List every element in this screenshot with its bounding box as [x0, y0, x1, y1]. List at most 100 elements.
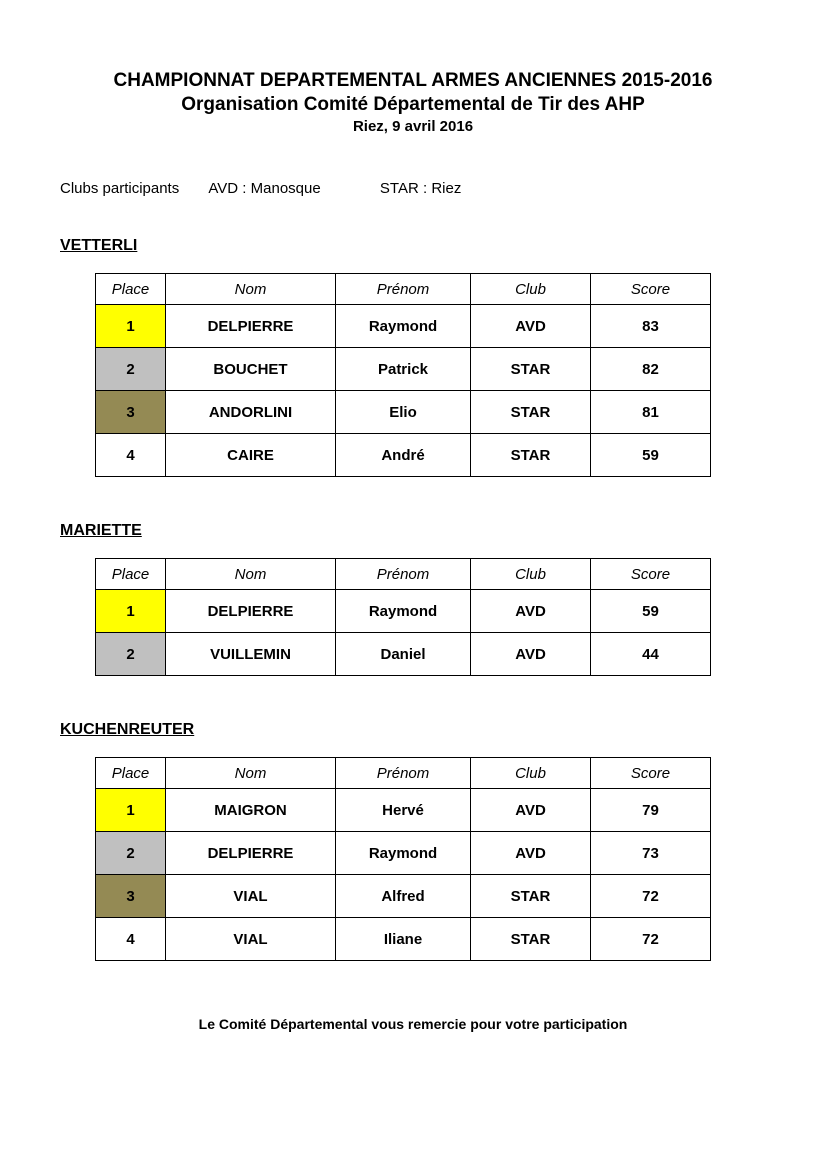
cell-place: 2 — [96, 348, 166, 391]
cell-prenom: Raymond — [336, 305, 471, 348]
cell-nom: DELPIERRE — [166, 832, 336, 875]
table-row: 2DELPIERRERaymondAVD73 — [96, 832, 711, 875]
col-header-score: Score — [591, 559, 711, 590]
section: KUCHENREUTER PlaceNomPrénomClubScore1MAIG… — [60, 721, 766, 961]
cell-score: 72 — [591, 918, 711, 961]
col-header-prenom: Prénom — [336, 274, 471, 305]
cell-place: 4 — [96, 434, 166, 477]
cell-prenom: Daniel — [336, 633, 471, 676]
results-table: PlaceNomPrénomClubScore1MAIGRONHervéAVD7… — [95, 757, 711, 961]
cell-club: STAR — [471, 875, 591, 918]
col-header-club: Club — [471, 758, 591, 789]
cell-place: 3 — [96, 391, 166, 434]
club-code: STAR — [380, 180, 419, 197]
table-row: 2BOUCHETPatrickSTAR82 — [96, 348, 711, 391]
col-header-place: Place — [96, 758, 166, 789]
cell-club: AVD — [471, 789, 591, 832]
cell-score: 59 — [591, 590, 711, 633]
col-header-score: Score — [591, 758, 711, 789]
col-header-score: Score — [591, 274, 711, 305]
cell-prenom: Raymond — [336, 590, 471, 633]
cell-club: AVD — [471, 590, 591, 633]
table-row: 1MAIGRONHervéAVD79 — [96, 789, 711, 832]
cell-score: 72 — [591, 875, 711, 918]
cell-prenom: Patrick — [336, 348, 471, 391]
section-title: MARIETTE — [60, 522, 766, 540]
col-header-prenom: Prénom — [336, 758, 471, 789]
cell-nom: VIAL — [166, 875, 336, 918]
results-table: PlaceNomPrénomClubScore1DELPIERRERaymond… — [95, 558, 711, 676]
table-row: 3VIALAlfredSTAR72 — [96, 875, 711, 918]
page: CHAMPIONNAT DEPARTEMENTAL ARMES ANCIENNE… — [0, 0, 826, 1169]
cell-prenom: Alfred — [336, 875, 471, 918]
club-code: AVD — [208, 180, 238, 197]
cell-club: STAR — [471, 918, 591, 961]
cell-club: STAR — [471, 348, 591, 391]
cell-score: 73 — [591, 832, 711, 875]
cell-nom: BOUCHET — [166, 348, 336, 391]
col-header-nom: Nom — [166, 559, 336, 590]
col-header-place: Place — [96, 559, 166, 590]
club-sep: : — [238, 180, 251, 197]
cell-score: 79 — [591, 789, 711, 832]
clubs-line: Clubs participants AVD : Manosque STAR :… — [60, 180, 766, 197]
col-header-nom: Nom — [166, 274, 336, 305]
cell-score: 83 — [591, 305, 711, 348]
cell-club: AVD — [471, 633, 591, 676]
table-header-row: PlaceNomPrénomClubScore — [96, 559, 711, 590]
col-header-place: Place — [96, 274, 166, 305]
table-row: 3ANDORLINIElioSTAR81 — [96, 391, 711, 434]
table-header-row: PlaceNomPrénomClubScore — [96, 274, 711, 305]
cell-score: 82 — [591, 348, 711, 391]
cell-prenom: André — [336, 434, 471, 477]
cell-club: STAR — [471, 391, 591, 434]
sections-container: VETTERLIPlaceNomPrénomClubScore1DELPIERR… — [60, 237, 766, 961]
clubs-label: Clubs participants — [60, 180, 179, 197]
table-header-row: PlaceNomPrénomClubScore — [96, 758, 711, 789]
club-name: Manosque — [251, 180, 321, 197]
cell-score: 44 — [591, 633, 711, 676]
section-title: KUCHENREUTER — [60, 721, 766, 739]
cell-place: 1 — [96, 305, 166, 348]
cell-nom: DELPIERRE — [166, 305, 336, 348]
cell-club: STAR — [471, 434, 591, 477]
cell-prenom: Iliane — [336, 918, 471, 961]
title-line-3: Riez, 9 avril 2016 — [60, 118, 766, 135]
title-line-2: Organisation Comité Départemental de Tir… — [60, 94, 766, 116]
cell-nom: VUILLEMIN — [166, 633, 336, 676]
table-row: 1DELPIERRERaymondAVD83 — [96, 305, 711, 348]
table-row: 4CAIREAndréSTAR59 — [96, 434, 711, 477]
club-entry: STAR : Riez — [380, 180, 461, 197]
cell-club: AVD — [471, 305, 591, 348]
col-header-prenom: Prénom — [336, 559, 471, 590]
cell-place: 3 — [96, 875, 166, 918]
cell-nom: VIAL — [166, 918, 336, 961]
section: MARIETTEPlaceNomPrénomClubScore1DELPIERR… — [60, 522, 766, 676]
section: VETTERLIPlaceNomPrénomClubScore1DELPIERR… — [60, 237, 766, 477]
cell-prenom: Raymond — [336, 832, 471, 875]
table-row: 2VUILLEMINDanielAVD44 — [96, 633, 711, 676]
club-sep: : — [419, 180, 432, 197]
club-entry: AVD : Manosque — [208, 180, 320, 197]
cell-place: 2 — [96, 832, 166, 875]
table-row: 1DELPIERRERaymondAVD59 — [96, 590, 711, 633]
club-name: Riez — [431, 180, 461, 197]
cell-place: 1 — [96, 590, 166, 633]
cell-score: 81 — [591, 391, 711, 434]
col-header-club: Club — [471, 559, 591, 590]
cell-nom: ANDORLINI — [166, 391, 336, 434]
table-row: 4VIALIlianeSTAR72 — [96, 918, 711, 961]
cell-nom: MAIGRON — [166, 789, 336, 832]
cell-club: AVD — [471, 832, 591, 875]
section-title: VETTERLI — [60, 237, 766, 255]
cell-place: 4 — [96, 918, 166, 961]
document-header: CHAMPIONNAT DEPARTEMENTAL ARMES ANCIENNE… — [60, 70, 766, 135]
footer-text: Le Comité Départemental vous remercie po… — [60, 1016, 766, 1032]
cell-place: 2 — [96, 633, 166, 676]
cell-prenom: Elio — [336, 391, 471, 434]
cell-score: 59 — [591, 434, 711, 477]
cell-place: 1 — [96, 789, 166, 832]
col-header-club: Club — [471, 274, 591, 305]
cell-nom: DELPIERRE — [166, 590, 336, 633]
title-line-1: CHAMPIONNAT DEPARTEMENTAL ARMES ANCIENNE… — [60, 70, 766, 92]
